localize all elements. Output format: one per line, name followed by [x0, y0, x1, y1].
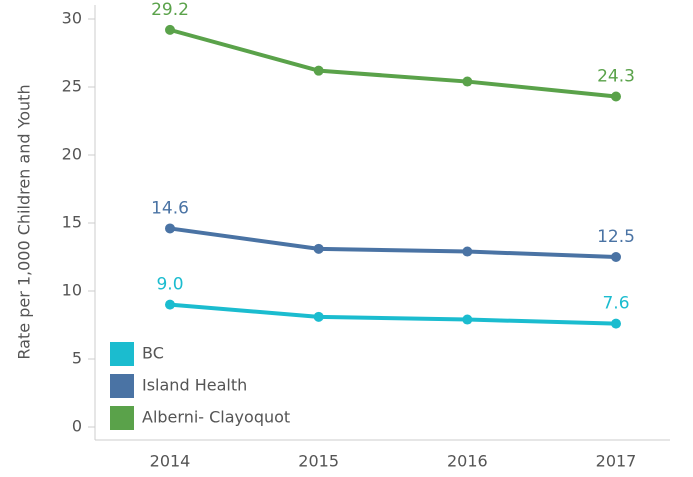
y-tick-label: 5 [72, 349, 82, 368]
legend-swatch [110, 342, 134, 366]
point [165, 299, 175, 310]
legend-label: BC [142, 344, 164, 363]
point [462, 246, 473, 257]
point [611, 318, 621, 329]
point [313, 65, 324, 76]
y-tick-label: 25 [62, 77, 82, 96]
y-tick-label: 15 [62, 213, 82, 232]
legend-label: Alberni- Clayoquot [142, 408, 290, 427]
y-axis-label: Rate per 1,000 Children and Youth [15, 84, 34, 359]
data-label: 7.6 [602, 294, 629, 314]
point [165, 24, 175, 35]
point [165, 223, 175, 234]
point [462, 76, 473, 87]
point [611, 91, 621, 102]
point [611, 252, 621, 262]
series-line [169, 27, 617, 99]
data-label: 29.2 [151, 0, 189, 20]
point [313, 311, 324, 322]
x-tick-label: 2016 [447, 452, 488, 471]
data-label: 9.0 [156, 275, 183, 295]
legend-swatch [110, 406, 134, 430]
data-label: 14.6 [151, 198, 189, 218]
legend-swatch [110, 374, 134, 398]
y-tick-label: 30 [62, 9, 82, 28]
x-tick-label: 2017 [596, 452, 637, 471]
data-label: 24.3 [597, 67, 635, 87]
x-tick-label: 2014 [150, 452, 191, 471]
x-tick-label: 2015 [298, 452, 339, 471]
point [462, 314, 473, 325]
y-tick-label: 20 [62, 145, 82, 164]
y-tick-label: 0 [72, 417, 82, 436]
series-line [169, 302, 617, 326]
data-label: 12.5 [597, 227, 635, 247]
point [313, 243, 324, 254]
series-line [169, 226, 617, 259]
legend-label: Island Health [142, 376, 247, 395]
y-tick-label: 10 [62, 281, 82, 300]
